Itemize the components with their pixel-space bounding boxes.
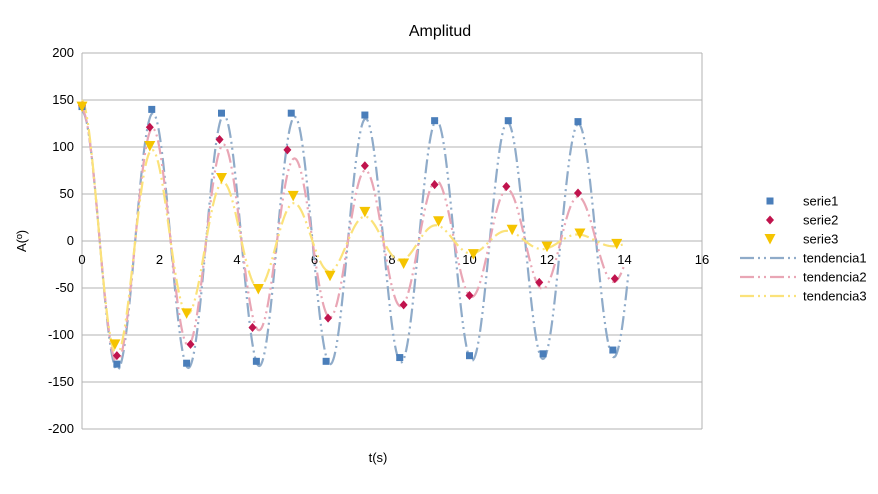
y-tick-label-0: 200 <box>52 45 74 60</box>
legend-serie3-symbol <box>764 234 776 245</box>
serie2-point-12 <box>502 181 511 191</box>
serie3-point-2 <box>144 141 156 152</box>
serie3-point-11 <box>467 249 479 260</box>
serie1-point-11 <box>466 352 473 360</box>
serie1-point-3 <box>183 359 191 367</box>
legend-serie3-label: serie3 <box>803 232 838 247</box>
serie3-point-4 <box>216 173 227 184</box>
x-tick-label-7: 14 <box>617 252 631 267</box>
serie1-point-10 <box>431 117 439 125</box>
serie2-point-14 <box>574 188 582 198</box>
serie2-point-13 <box>535 277 544 287</box>
serie1-point-9 <box>396 354 404 362</box>
serie1-point-7 <box>322 357 330 365</box>
serie1-point-6 <box>287 109 295 117</box>
serie1-point-14 <box>574 118 582 126</box>
serie2-point-3 <box>186 339 195 349</box>
serie2-point-9 <box>399 300 408 310</box>
serie3-point-14 <box>574 228 586 239</box>
trend-line-2 <box>81 108 626 364</box>
serie3-point-6 <box>287 190 299 202</box>
x-tick-label-2: 4 <box>233 252 240 267</box>
legend: serie1 serie2 serie3 tendencia1 tendencia2 te… <box>740 194 867 304</box>
y-tick-label-6: -100 <box>48 327 74 342</box>
serie1-point-2 <box>148 105 156 113</box>
serie2-point-4 <box>215 134 224 144</box>
data-markers <box>76 101 623 368</box>
trend-line-1 <box>81 110 630 371</box>
serie3-point-3 <box>181 308 193 319</box>
serie2-point-7 <box>324 313 333 323</box>
x-tick-label-1: 2 <box>156 252 163 267</box>
serie1-point-4 <box>218 109 225 117</box>
y-tick-label-1: 150 <box>52 92 74 107</box>
x-tick-label-8: 16 <box>695 252 709 267</box>
serie2-point-6 <box>283 145 292 155</box>
x-tick-labels: 0 2 4 6 8 10 12 14 16 <box>78 252 709 267</box>
serie3-point-12 <box>506 224 518 236</box>
serie3-point-0 <box>76 101 88 113</box>
serie3-point-7 <box>324 270 336 282</box>
y-tick-label-7: -150 <box>48 374 74 389</box>
legend-serie2-label: serie2 <box>803 213 838 228</box>
x-tick-label-4: 8 <box>388 252 395 267</box>
legend-serie1-label: serie1 <box>803 194 838 209</box>
legend-tendencia3-label: tendencia3 <box>803 289 867 304</box>
y-axis-title: A(º) <box>14 230 29 252</box>
serie3-point-10 <box>433 216 444 227</box>
serie3-point-15 <box>611 238 623 250</box>
serie1-point-8 <box>361 111 369 119</box>
legend-tendencia1-label: tendencia1 <box>803 251 867 266</box>
serie1-point-15 <box>609 346 617 354</box>
legend-serie1-symbol <box>766 197 774 205</box>
serie2-point-8 <box>360 161 369 171</box>
serie1-point-12 <box>504 117 512 125</box>
serie3-point-9 <box>398 258 410 270</box>
serie1-point-13 <box>539 350 547 358</box>
x-axis-title: t(s) <box>369 450 388 465</box>
serie2-point-15 <box>610 274 619 284</box>
y-tick-label-3: 50 <box>60 186 74 201</box>
y-tick-labels: 200 150 100 50 0 -50 -100 -150 -200 <box>48 45 74 436</box>
y-tick-label-5: -50 <box>55 280 74 295</box>
trend-lines <box>81 99 630 371</box>
y-tick-label-2: 100 <box>52 139 74 154</box>
serie1-point-5 <box>252 357 260 365</box>
serie3-point-13 <box>541 241 553 253</box>
y-tick-label-8: -200 <box>48 421 74 436</box>
y-tick-label-4: 0 <box>67 233 74 248</box>
serie2-point-2 <box>145 122 154 132</box>
legend-serie2-symbol <box>766 215 774 225</box>
plot-frame <box>81 53 703 429</box>
serie3-point-1 <box>109 339 121 350</box>
x-tick-label-0: 0 <box>78 252 85 267</box>
serie2-point-11 <box>465 291 474 301</box>
legend-tendencia2-label: tendencia2 <box>803 270 867 285</box>
serie1-point-1 <box>113 360 121 368</box>
x-tick-label-6: 12 <box>540 252 554 267</box>
serie2-point-10 <box>430 180 439 190</box>
grid-lines <box>82 52 702 430</box>
serie2-point-1 <box>112 351 121 361</box>
trend-line-3 <box>81 99 625 356</box>
serie2-point-5 <box>248 322 257 332</box>
serie3-point-5 <box>252 283 264 295</box>
chart-title: Amplitud <box>409 23 471 40</box>
serie3-point-8 <box>359 206 371 218</box>
